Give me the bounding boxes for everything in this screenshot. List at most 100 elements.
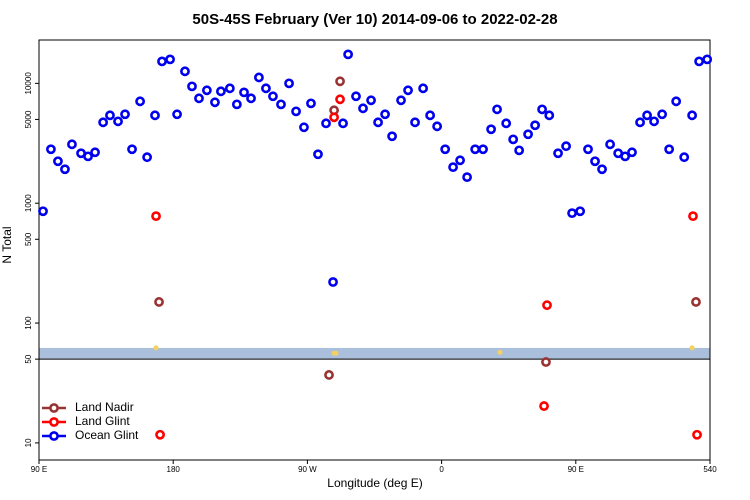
point xyxy=(335,94,345,105)
point xyxy=(154,297,164,307)
point xyxy=(329,112,339,123)
point xyxy=(575,206,586,217)
point xyxy=(366,95,376,106)
point xyxy=(462,172,472,183)
point xyxy=(583,144,593,155)
y-tick-label: 10 xyxy=(24,438,33,447)
point xyxy=(605,139,615,150)
point xyxy=(590,156,600,167)
point xyxy=(151,211,161,222)
point xyxy=(155,429,165,440)
legend-marker xyxy=(49,431,59,441)
point xyxy=(324,370,334,380)
x-tick-label: 0 xyxy=(439,465,444,474)
point xyxy=(702,54,713,65)
point xyxy=(671,96,682,107)
point xyxy=(508,134,519,145)
point xyxy=(692,429,702,440)
point xyxy=(90,147,100,158)
point xyxy=(201,85,212,96)
point xyxy=(224,83,235,94)
point xyxy=(105,110,115,121)
point xyxy=(523,129,533,140)
point xyxy=(210,97,220,108)
point xyxy=(627,147,637,158)
star-marker xyxy=(689,345,695,351)
x-tick-label: 180 xyxy=(167,465,181,474)
point xyxy=(694,56,705,67)
point xyxy=(541,357,551,367)
point xyxy=(67,139,77,150)
x-tick-label: 90 W xyxy=(298,465,317,474)
point xyxy=(113,116,123,127)
point xyxy=(231,99,242,110)
y-tick-label: 10000 xyxy=(24,72,33,95)
point xyxy=(254,72,264,83)
point xyxy=(46,144,56,155)
point xyxy=(261,83,271,94)
point xyxy=(142,152,153,163)
y-tick-label: 50 xyxy=(24,354,33,363)
point xyxy=(387,131,397,142)
point xyxy=(98,117,109,128)
x-tick-label: 540 xyxy=(703,465,717,474)
point xyxy=(635,117,645,128)
point xyxy=(150,110,160,121)
point xyxy=(60,164,70,175)
y-tick-label: 5000 xyxy=(24,110,33,128)
point xyxy=(351,91,361,102)
point xyxy=(338,118,348,129)
point xyxy=(432,121,443,132)
point xyxy=(597,164,607,175)
point xyxy=(642,110,652,121)
point xyxy=(418,83,429,94)
point xyxy=(455,155,465,166)
point xyxy=(180,66,190,77)
point xyxy=(216,86,226,97)
legend-marker xyxy=(49,417,59,427)
point xyxy=(335,76,345,87)
point xyxy=(172,109,182,120)
point xyxy=(83,151,93,162)
y-axis-label: N Total xyxy=(0,226,14,263)
point xyxy=(679,152,690,163)
point xyxy=(691,297,701,307)
point xyxy=(127,144,137,155)
point xyxy=(135,96,145,107)
point xyxy=(478,144,488,155)
point xyxy=(561,141,572,152)
legend-label: Ocean Glint xyxy=(75,428,139,442)
point xyxy=(187,81,197,92)
point xyxy=(448,162,458,173)
point xyxy=(501,118,512,129)
point xyxy=(649,116,659,127)
point xyxy=(321,118,331,129)
point xyxy=(373,117,383,128)
point xyxy=(664,144,675,155)
point xyxy=(688,211,698,222)
point xyxy=(38,206,48,217)
point xyxy=(403,85,413,96)
point xyxy=(120,109,130,120)
point xyxy=(246,93,256,104)
plot-frame xyxy=(38,39,711,461)
point xyxy=(425,110,436,121)
star-marker xyxy=(153,345,159,351)
point xyxy=(620,151,631,162)
y-tick-label: 100 xyxy=(24,316,33,330)
point xyxy=(410,117,420,128)
legend-label: Land Nadir xyxy=(75,400,134,414)
star-marker xyxy=(497,349,503,355)
point xyxy=(492,104,502,115)
point xyxy=(567,208,577,219)
point xyxy=(165,54,175,65)
point xyxy=(687,110,698,121)
shaded-band xyxy=(39,347,710,360)
point xyxy=(537,104,548,115)
legend-label: Land Glint xyxy=(75,414,130,428)
point xyxy=(539,401,549,411)
point xyxy=(299,122,309,133)
point xyxy=(544,110,555,121)
point xyxy=(157,56,167,67)
point xyxy=(470,144,481,155)
